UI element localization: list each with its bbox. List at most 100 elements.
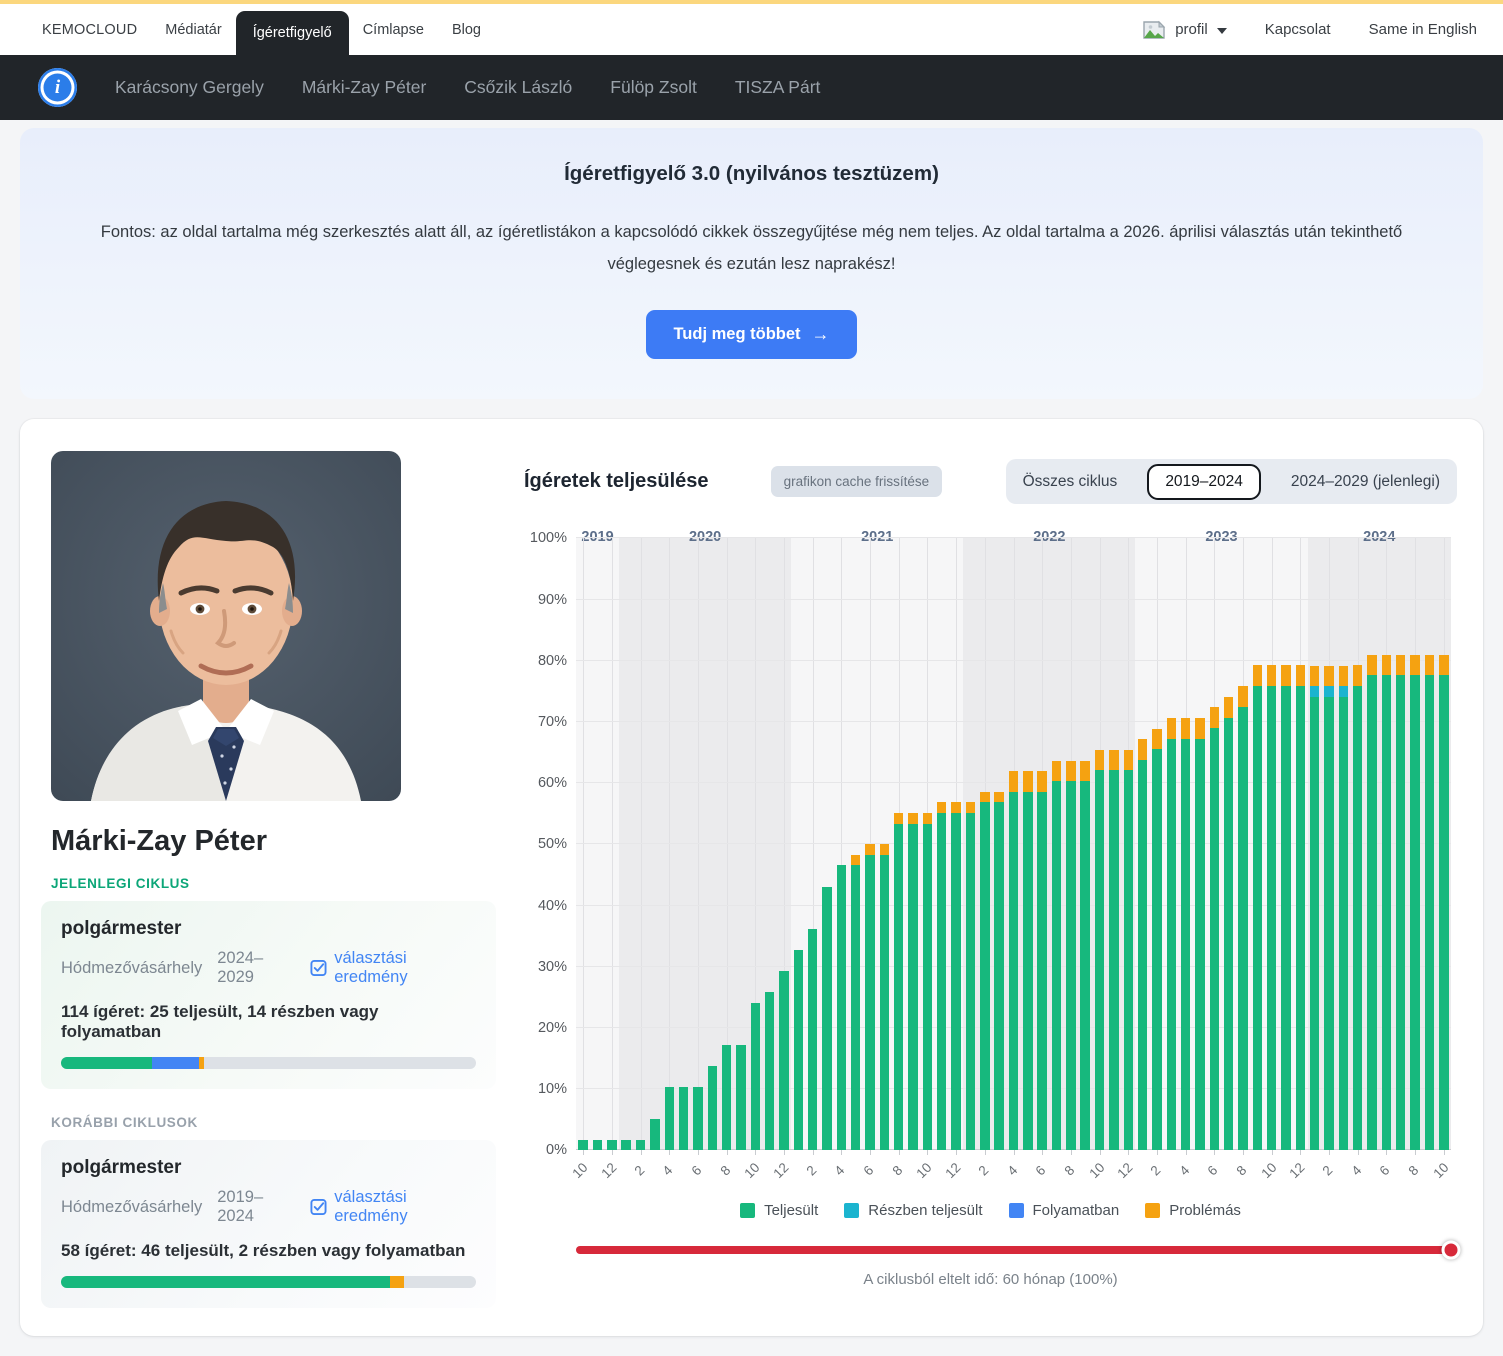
chart-bar-month-10[interactable] bbox=[578, 538, 588, 1151]
chart-bar-month-9[interactable] bbox=[1424, 538, 1435, 1151]
refresh-cache-button[interactable]: grafikon cache frissítése bbox=[770, 466, 943, 498]
chart-bar-month-1[interactable] bbox=[965, 538, 976, 1151]
chart-bar-month-8[interactable] bbox=[1238, 538, 1248, 1151]
chart-bar-month-3[interactable] bbox=[822, 538, 832, 1151]
chart-bar-month-8[interactable] bbox=[1410, 538, 1420, 1151]
bar-segment-green bbox=[1252, 685, 1263, 1151]
chart-bar-month-4[interactable] bbox=[664, 538, 674, 1151]
chart-bar-month-10[interactable] bbox=[1266, 538, 1277, 1151]
chart-bar-month-3[interactable] bbox=[1338, 538, 1349, 1151]
legend-item-green[interactable]: Teljesült bbox=[740, 1202, 818, 1219]
chart-bar-month-7[interactable] bbox=[707, 538, 717, 1151]
topnav-item-igeretfigyelo[interactable]: Ígéretfigyelő bbox=[235, 11, 349, 55]
chart-bar-month-12[interactable] bbox=[1295, 538, 1306, 1151]
subnav-item-marki-zay[interactable]: Márki-Zay Péter bbox=[301, 77, 427, 97]
bar-slot bbox=[590, 538, 604, 1151]
chart-bar-month-10[interactable] bbox=[750, 538, 761, 1151]
brand-kemocloud[interactable]: KEMOCLOUD bbox=[42, 21, 138, 38]
chart-bar-month-1[interactable] bbox=[1309, 538, 1320, 1151]
chart-bar-month-7[interactable] bbox=[1051, 538, 1062, 1151]
chart-bar-month-6[interactable] bbox=[1209, 538, 1220, 1151]
chart-bar-month-1[interactable] bbox=[621, 538, 631, 1151]
subnav-item-tisza[interactable]: TISZA Párt bbox=[734, 77, 821, 97]
chart-bar-month-9[interactable] bbox=[736, 538, 746, 1151]
chart-bar-month-12[interactable] bbox=[951, 538, 961, 1151]
slider-handle[interactable] bbox=[1441, 1240, 1461, 1260]
chart-bar-month-5[interactable] bbox=[850, 538, 861, 1151]
chart-bar-month-2[interactable] bbox=[635, 538, 646, 1151]
subnav-item-fulop[interactable]: Fülöp Zsolt bbox=[610, 77, 697, 97]
legend-item-blue[interactable]: Folyamatban bbox=[1008, 1202, 1119, 1219]
chart-bar-month-1[interactable] bbox=[1137, 538, 1148, 1151]
chart-bar-month-7[interactable] bbox=[879, 538, 890, 1151]
chart-bar-month-5[interactable] bbox=[678, 538, 689, 1151]
checkbox-check-icon bbox=[310, 1199, 327, 1216]
previous-cycles-label: KORÁBBI CIKLUSOK bbox=[51, 1115, 198, 1131]
legend-swatch-cyan bbox=[844, 1203, 860, 1219]
chart-bar-month-3[interactable] bbox=[994, 538, 1004, 1151]
subnav-item-csozik[interactable]: Csőzik László bbox=[464, 77, 573, 97]
chart-bar-month-11[interactable] bbox=[764, 538, 775, 1151]
chart-bar-month-8[interactable] bbox=[1066, 538, 1076, 1151]
election-result-link[interactable]: választási eredmény bbox=[310, 949, 476, 987]
chart-bar-month-12[interactable] bbox=[1123, 538, 1133, 1151]
bar-slot bbox=[1221, 538, 1235, 1151]
chart-bar-month-12[interactable] bbox=[607, 538, 617, 1151]
chart-bar-month-9[interactable] bbox=[1252, 538, 1263, 1151]
chart-bar-month-6[interactable] bbox=[1381, 538, 1392, 1151]
cycle-tab-2[interactable]: 2024–2029 (jelenlegi) bbox=[1290, 472, 1440, 490]
bar-segment-green bbox=[764, 991, 775, 1151]
topnav-item-cimlapse[interactable]: Címlapse bbox=[362, 21, 424, 38]
y-tick-label: 10% bbox=[537, 1081, 567, 1098]
cycle-tab-0[interactable]: Összes ciklus bbox=[1022, 472, 1118, 490]
topnav-item-blog[interactable]: Blog bbox=[451, 21, 481, 38]
chart-bar-month-10[interactable] bbox=[1439, 538, 1449, 1151]
chart-bar-month-3[interactable] bbox=[1166, 538, 1176, 1151]
chart-bar-month-8[interactable] bbox=[721, 538, 732, 1151]
chart-bar-month-6[interactable] bbox=[693, 538, 703, 1151]
cycle-tab-1[interactable]: 2019–2024 bbox=[1147, 463, 1261, 500]
politician-name: Márki-Zay Péter bbox=[51, 825, 267, 858]
chart-bar-month-11[interactable] bbox=[937, 538, 947, 1151]
chart-bar-month-6[interactable] bbox=[865, 538, 875, 1151]
chart-bar-month-2[interactable] bbox=[1324, 538, 1334, 1151]
chart-bar-month-5[interactable] bbox=[1023, 538, 1033, 1151]
chart-bar-month-6[interactable] bbox=[1037, 538, 1047, 1151]
subnav-item-karacsony[interactable]: Karácsony Gergely bbox=[115, 77, 264, 97]
chart-bar-month-7[interactable] bbox=[1223, 538, 1234, 1151]
chart-bar-month-11[interactable] bbox=[1281, 538, 1291, 1151]
chart-bar-month-10[interactable] bbox=[1094, 538, 1105, 1151]
bar-segment-green bbox=[779, 971, 789, 1151]
chart-bar-month-4[interactable] bbox=[836, 538, 847, 1151]
info-icon[interactable]: i bbox=[38, 68, 77, 107]
chart-bar-month-2[interactable] bbox=[1152, 538, 1162, 1151]
chart-bar-month-11[interactable] bbox=[1109, 538, 1119, 1151]
chart-bar-month-11[interactable] bbox=[592, 538, 603, 1151]
slider-track[interactable] bbox=[576, 1240, 1461, 1260]
chart-bar-month-9[interactable] bbox=[1080, 538, 1090, 1151]
chart-bar-month-5[interactable] bbox=[1367, 538, 1377, 1151]
legend-item-orange[interactable]: Problémás bbox=[1145, 1202, 1241, 1219]
topnav-item-english[interactable]: Same in English bbox=[1368, 21, 1477, 38]
topnav-item-kapcsolat[interactable]: Kapcsolat bbox=[1264, 21, 1331, 38]
chart-bar-month-2[interactable] bbox=[807, 538, 818, 1151]
chart-bar-month-7[interactable] bbox=[1396, 538, 1406, 1151]
chart-bar-month-4[interactable] bbox=[1180, 538, 1191, 1151]
election-result-link[interactable]: választási eredmény bbox=[310, 1188, 476, 1226]
chart-bar-month-10[interactable] bbox=[922, 538, 933, 1151]
legend-item-cyan[interactable]: Részben teljesült bbox=[844, 1202, 983, 1219]
bar-segment-green bbox=[1439, 675, 1449, 1151]
topnav-item-mediatar[interactable]: Médiatár bbox=[165, 21, 222, 38]
chart-bar-month-2[interactable] bbox=[980, 538, 990, 1151]
profile-menu[interactable]: profil bbox=[1142, 19, 1227, 41]
chart-bar-month-5[interactable] bbox=[1195, 538, 1205, 1151]
chart-bar-month-3[interactable] bbox=[650, 538, 660, 1151]
elapsed-time-slider[interactable] bbox=[576, 1240, 1461, 1260]
learn-more-button[interactable]: Tudj meg többet → bbox=[646, 310, 857, 360]
chart-bar-month-4[interactable] bbox=[1353, 538, 1363, 1151]
chart-bar-month-12[interactable] bbox=[779, 538, 789, 1151]
chart-bar-month-1[interactable] bbox=[793, 538, 804, 1151]
chart-bar-month-4[interactable] bbox=[1008, 538, 1019, 1151]
chart-bar-month-8[interactable] bbox=[894, 538, 904, 1151]
chart-bar-month-9[interactable] bbox=[908, 538, 918, 1151]
